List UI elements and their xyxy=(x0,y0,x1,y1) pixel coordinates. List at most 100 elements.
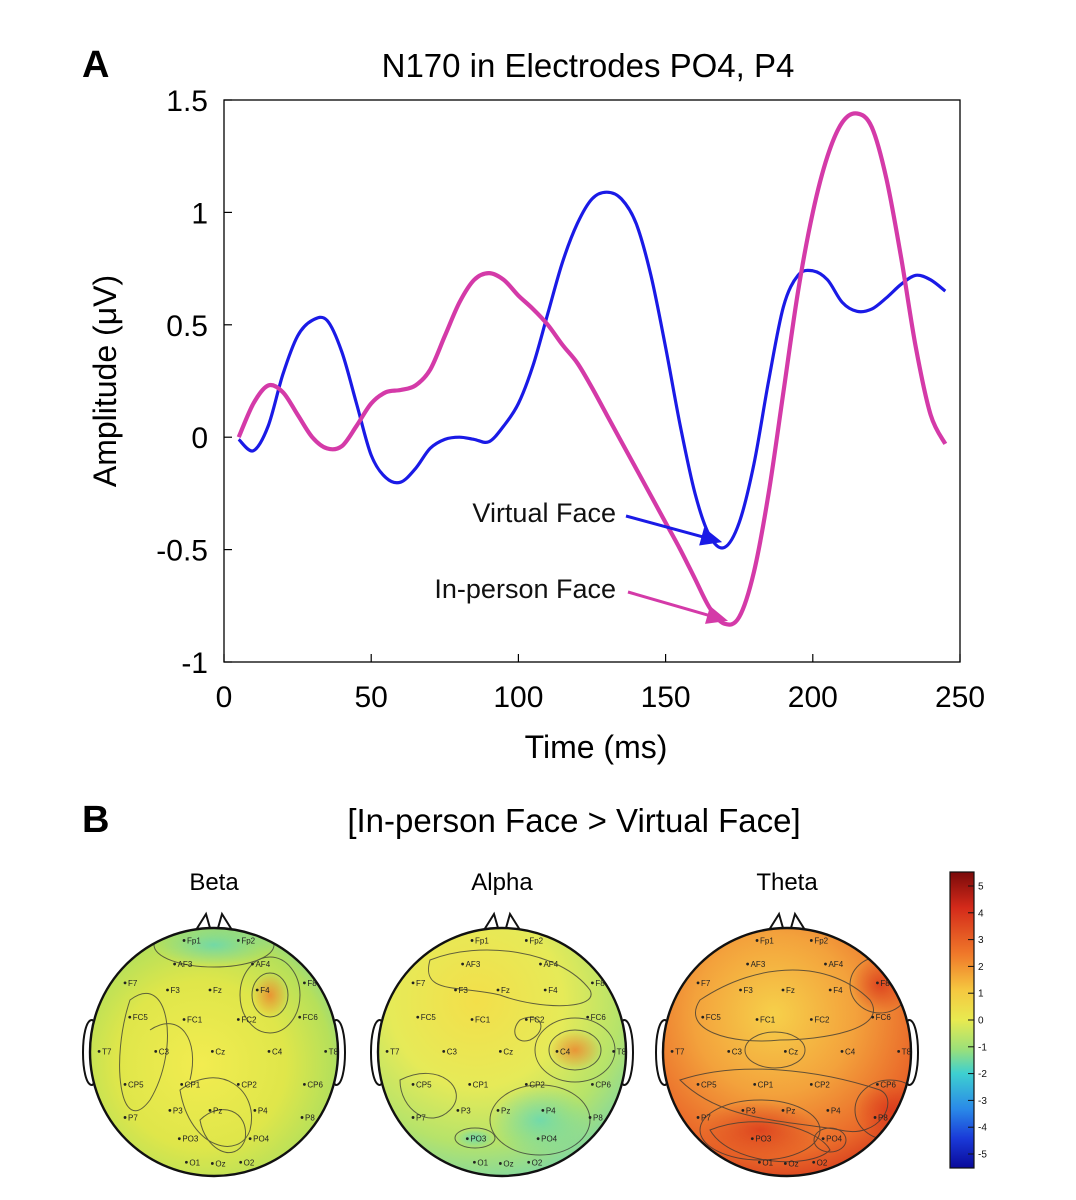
electrode-dot xyxy=(442,1049,446,1053)
electrode-dot xyxy=(670,1049,674,1053)
x-axis-ticks: 0 50 100 150 200 250 xyxy=(216,654,985,714)
electrode-dot xyxy=(524,1018,528,1021)
electrode-label: Fp1 xyxy=(475,936,489,945)
electrode-dot xyxy=(123,1116,127,1119)
electrode-label: O1 xyxy=(477,1158,488,1167)
electrode-dot xyxy=(524,1083,528,1086)
electrode-label: P4 xyxy=(831,1106,841,1115)
electrode-dot xyxy=(168,1108,172,1112)
electrode-dot xyxy=(496,988,500,992)
x-tick-label: 50 xyxy=(355,681,388,714)
electrode-dot xyxy=(456,1108,460,1112)
electrode-label: P7 xyxy=(416,1113,426,1122)
electrode-dot xyxy=(612,1049,616,1053)
series-line-virtual-face xyxy=(237,190,947,550)
annotation-arrow-in-person-face xyxy=(627,590,728,624)
electrode-label: P8 xyxy=(593,1113,603,1122)
electrode-dot xyxy=(871,1015,875,1019)
electrode-dot xyxy=(783,1049,787,1053)
colorbar-tick-label: 3 xyxy=(978,935,984,946)
x-tick-label: 250 xyxy=(935,681,985,714)
electrode-dot xyxy=(210,1049,214,1053)
electrode-dot xyxy=(180,1083,184,1086)
x-tick-label: 150 xyxy=(641,681,691,714)
electrode-label: F3 xyxy=(171,986,181,995)
electrode-label: Pz xyxy=(213,1106,222,1115)
electrode-label: T7 xyxy=(675,1047,685,1056)
electrode-dot xyxy=(208,1108,212,1112)
panel-b-label: B xyxy=(82,799,109,841)
electrode-dot xyxy=(123,981,127,985)
electrode-dot xyxy=(897,1049,901,1053)
topomap-beta: Beta Fp1 Fp2 AF3 AF4 F7 F3 Fz F4 F8 FC5 FC1 FC2 FC6 T… xyxy=(82,869,346,1178)
electrode-dot xyxy=(303,1083,306,1086)
electrode-label: Fp2 xyxy=(241,936,255,945)
colorbar-tick-label: 1 xyxy=(978,989,984,1000)
electrode-label: Pz xyxy=(786,1106,795,1115)
colorbar-tick-label: -2 xyxy=(978,1069,987,1080)
electrode-dot xyxy=(154,1049,158,1053)
topomap-fill-beta xyxy=(90,928,338,1176)
electrode-label: PO3 xyxy=(755,1135,772,1144)
electrode-label: FC5 xyxy=(133,1013,149,1022)
electrode-dot xyxy=(97,1049,101,1053)
x-axis-label: Time (ms) xyxy=(525,729,668,765)
electrode-dot xyxy=(498,1162,502,1165)
electrode-dot xyxy=(876,981,879,985)
electrode-dot xyxy=(185,1160,188,1164)
topomap-title-alpha: Alpha xyxy=(471,869,533,896)
electrode-label: FC1 xyxy=(187,1016,203,1025)
electrode-label: CP5 xyxy=(701,1080,717,1089)
electrode-label: Oz xyxy=(788,1159,798,1168)
annotation-in-person-face: In-person Face xyxy=(434,574,616,604)
electrode-label: AF3 xyxy=(466,960,481,969)
electrode-label: CP5 xyxy=(416,1080,432,1089)
electrode-dot xyxy=(543,988,547,992)
electrode-dot xyxy=(727,1049,731,1053)
electrode-label: FC5 xyxy=(421,1013,437,1022)
electrode-labels-alpha: Fp1 Fp2 AF3 AF4 F7 F3 Fz F4 F8 FC5 FC1 FC2 FC6 T7 C3 Cz… xyxy=(385,936,627,1168)
electrode-label: T7 xyxy=(390,1047,400,1056)
electrode-dot xyxy=(173,962,177,966)
topomap-alpha: Alpha Fp1 Fp2 AF3 AF4 F7 F3 Fz F4 F8 FC5 FC1 FC2 FC6… xyxy=(370,869,634,1178)
electrode-label: FC6 xyxy=(591,1013,607,1022)
electrode-dot xyxy=(128,1015,132,1019)
colorbar-tick-label: 0 xyxy=(978,1016,984,1027)
y-tick-label: -0.5 xyxy=(156,535,208,568)
x-tick-label: 200 xyxy=(788,681,838,714)
electrode-dot xyxy=(303,981,306,985)
electrode-dot xyxy=(300,1116,304,1119)
electrode-label: O2 xyxy=(244,1158,255,1167)
electrode-label: O1 xyxy=(762,1158,773,1167)
topomap-title-theta: Theta xyxy=(756,869,818,896)
electrode-label: F8 xyxy=(880,979,890,988)
y-tick-label: 1 xyxy=(191,197,208,230)
electrode-label: Fp2 xyxy=(814,936,828,945)
electrode-dot xyxy=(696,981,700,985)
electrode-dot xyxy=(824,962,827,966)
electrode-dot xyxy=(255,988,259,992)
electrode-label: FC5 xyxy=(706,1013,722,1022)
electrode-label: F7 xyxy=(416,979,426,988)
electrode-label: P3 xyxy=(173,1106,183,1115)
electrode-dot xyxy=(454,988,457,992)
electrode-label: C3 xyxy=(732,1047,743,1056)
electrode-dot xyxy=(753,1083,757,1086)
electrode-dot xyxy=(741,1108,745,1112)
electrode-dot xyxy=(840,1049,844,1053)
electrode-label: Fz xyxy=(213,986,222,995)
electrode-label: CP5 xyxy=(128,1080,144,1089)
electrode-dot xyxy=(696,1083,700,1086)
series-line-in-person-face xyxy=(236,111,948,627)
electrode-label: P4 xyxy=(546,1106,556,1115)
electrode-dot xyxy=(416,1015,420,1019)
electrode-label: T8 xyxy=(902,1047,912,1056)
electrode-dot xyxy=(876,1083,879,1086)
electrode-label: T8 xyxy=(329,1047,339,1056)
electrode-label: Fp1 xyxy=(187,936,201,945)
colorbar-tick-label: -1 xyxy=(978,1042,987,1053)
head-outline xyxy=(661,926,913,1178)
y-tick-label: 0.5 xyxy=(166,310,208,343)
electrode-dot xyxy=(781,1108,785,1112)
electrode-label: FC2 xyxy=(241,1016,257,1025)
